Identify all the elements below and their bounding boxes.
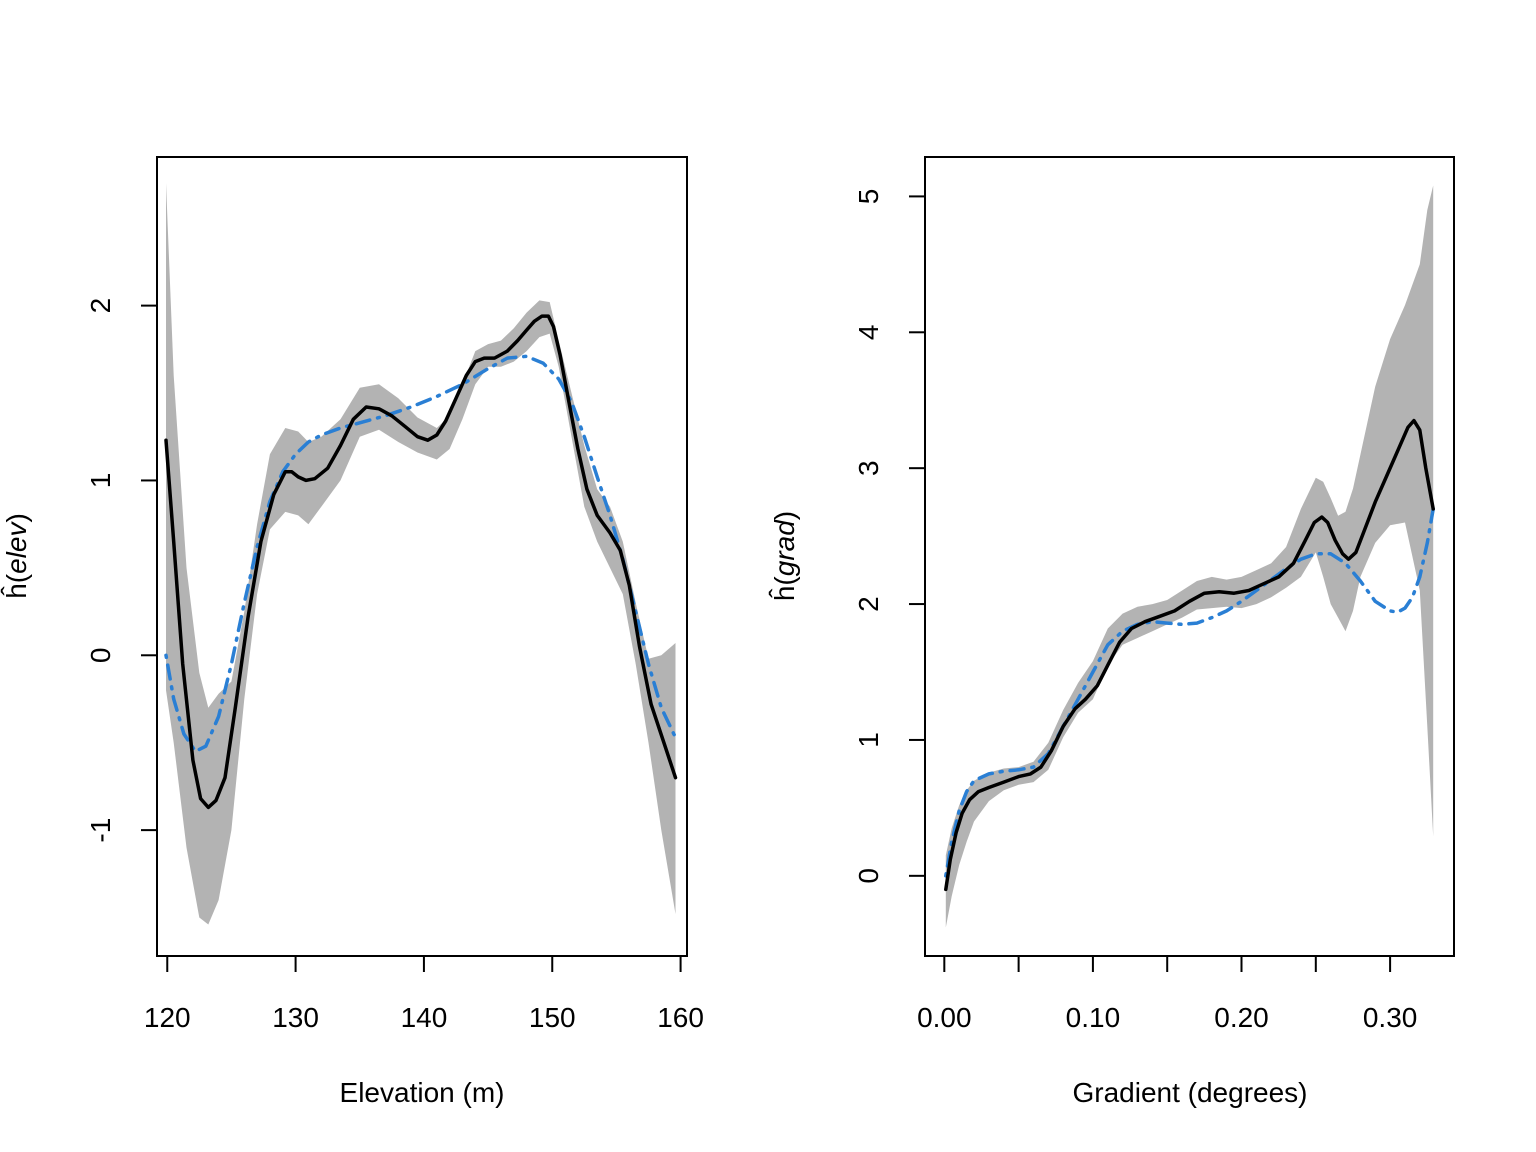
left-y-axis-label: ĥ(elev) [0, 513, 32, 599]
left-x-tick-label: 150 [529, 1002, 576, 1033]
left-panel: 120 130 140 150 160 -1 0 1 2 Elevation (m) ĥ(el… [0, 156, 704, 1108]
left-x-tick-label: 130 [272, 1002, 319, 1033]
left-plot-area [164, 183, 678, 925]
right-x-tick-label: 0.10 [1066, 1002, 1121, 1033]
left-x-tick-label: 140 [401, 1002, 448, 1033]
right-y-tick-label: 3 [853, 460, 884, 476]
right-plot-frame [924, 156, 1455, 957]
left-x-tick-label: 160 [657, 1002, 704, 1033]
left-y-tick-label: -1 [85, 818, 116, 843]
right-y-tick-label: 0 [853, 868, 884, 884]
left-x-axis: 120 130 140 150 160 [144, 955, 704, 1033]
left-y-tick-label: 1 [85, 473, 116, 489]
left-y-tick-label: 0 [85, 647, 116, 663]
right-x-tick-label: 0.00 [917, 1002, 972, 1033]
right-plot-area [944, 185, 1435, 928]
left-x-tick-label: 120 [144, 1002, 191, 1033]
right-y-axis-label: ĥ(grad) [768, 511, 800, 601]
left-estimate-line [164, 314, 678, 810]
right-x-axis-label: Gradient (degrees) [1072, 1077, 1307, 1108]
right-confidence-band [945, 185, 1434, 928]
right-y-tick-label: 2 [853, 596, 884, 612]
right-estimate-line [944, 418, 1435, 892]
right-truth-line [944, 507, 1435, 878]
right-x-axis: 0.00 0.10 0.20 0.30 [917, 955, 1418, 1033]
right-panel: 0.00 0.10 0.20 0.30 0 1 2 3 4 5 Gradient (degree… [768, 156, 1455, 1108]
left-y-axis: -1 0 1 2 [85, 298, 158, 843]
right-x-tick-label: 0.20 [1214, 1002, 1269, 1033]
left-x-axis-label: Elevation (m) [340, 1077, 505, 1108]
right-y-axis: 0 1 2 3 4 5 [853, 189, 926, 884]
right-y-tick-label: 4 [853, 325, 884, 341]
left-confidence-band [166, 183, 676, 925]
right-x-tick-label: 0.30 [1363, 1002, 1418, 1033]
left-y-tick-label: 2 [85, 298, 116, 314]
left-truth-line [164, 354, 678, 754]
right-y-tick-label: 1 [853, 732, 884, 748]
right-y-tick-label: 5 [853, 189, 884, 205]
